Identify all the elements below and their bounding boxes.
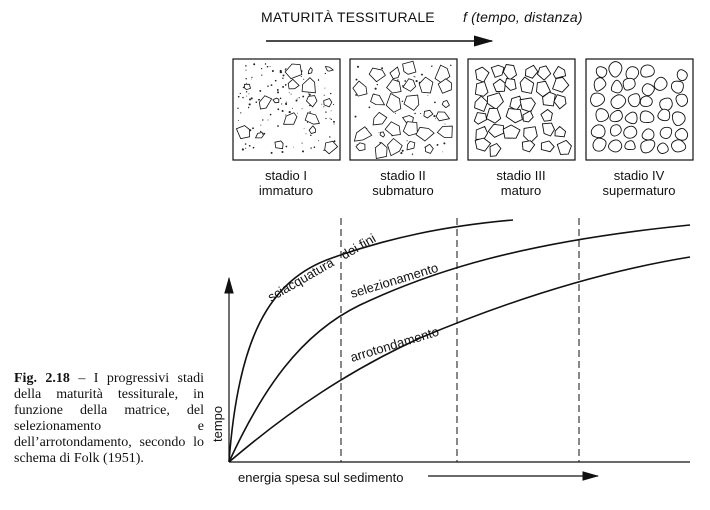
curve-rounding <box>228 256 691 463</box>
y-axis-label: tempo <box>210 406 225 442</box>
x-axis-label: energia spesa sul sedimento <box>238 470 404 485</box>
figure-number: Fig. 2.18 <box>14 371 70 386</box>
stage-3-maturity: maturo <box>500 183 542 198</box>
stage-panel-1 <box>232 58 341 161</box>
stage-label-4: stadio IV supermaturo <box>584 168 694 198</box>
stage-4-maturity: supermaturo <box>602 183 676 198</box>
stage-4-name: stadio IV <box>613 168 665 183</box>
label-rounding: arrotondamento <box>348 324 440 365</box>
grain-texture-immature <box>235 63 339 155</box>
header-title: MATURITÀ TESSITURALE <box>261 9 435 25</box>
maturity-header: MATURITÀ TESSITURALE f (tempo, distanza) <box>261 9 583 25</box>
grain-texture-supermature <box>590 61 689 154</box>
curve-sorting <box>228 224 691 463</box>
header-function-label: f (tempo, distanza) <box>462 9 583 25</box>
stage-label-3: stadio III maturo <box>466 168 576 198</box>
stage-3-name: stadio III <box>496 168 546 183</box>
stage-panel-4 <box>585 58 694 161</box>
stage-1-name: stadio I <box>265 168 307 183</box>
stage-1-maturity: immaturo <box>258 183 314 198</box>
grain-texture-submature <box>352 60 453 159</box>
stage-panel-3 <box>467 58 576 161</box>
figure-caption: Fig. 2.18 – I progressivi stadi della ma… <box>14 371 204 467</box>
figure-caption-text: – I progressivi stadi della maturità tes… <box>14 371 204 466</box>
curve-fines-washing <box>228 219 514 463</box>
stage-label-1: stadio I immaturo <box>231 168 341 198</box>
stage-panel-2 <box>349 58 458 161</box>
stage-label-2: stadio II submaturo <box>348 168 458 198</box>
label-sorting: selezionamento <box>348 260 439 301</box>
stage-2-name: stadio II <box>380 168 426 183</box>
stage-2-maturity: submaturo <box>372 183 434 198</box>
grain-texture-mature <box>473 64 572 157</box>
